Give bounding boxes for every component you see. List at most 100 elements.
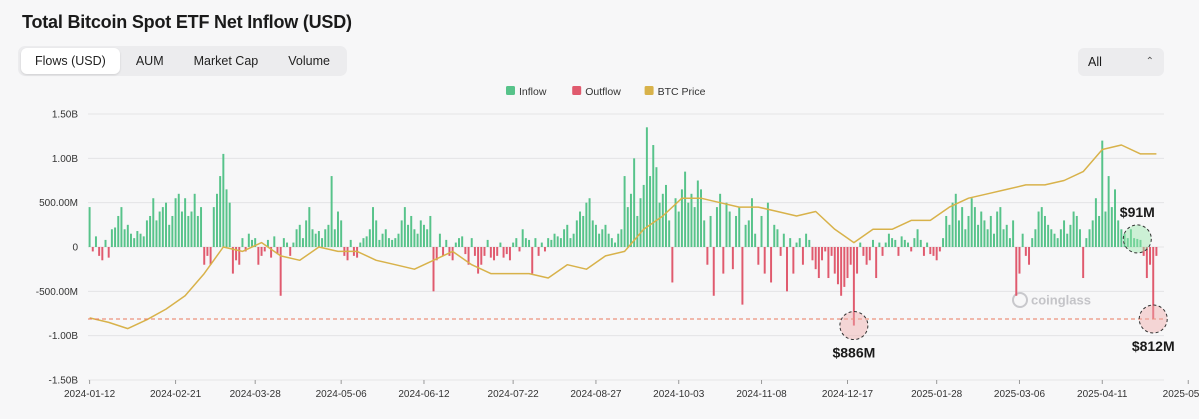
flow-bar (486, 239, 489, 247)
flow-bar (665, 184, 667, 247)
flow-bar (235, 247, 238, 261)
flow-bar (1040, 207, 1043, 247)
flow-bar (413, 229, 416, 247)
annotation-label-0: $886M (832, 345, 875, 361)
flow-bar (298, 224, 301, 247)
flow-bar (381, 233, 384, 247)
flow-bar (91, 247, 94, 252)
flow-bar (308, 207, 311, 247)
flow-bar (365, 236, 368, 247)
flow-bar (782, 233, 785, 247)
x-tick-label-7: 2024-10-03 (653, 389, 705, 400)
flow-bar (881, 247, 884, 256)
flow-bar (706, 247, 709, 265)
flow-bar (916, 229, 919, 247)
flow-bar (575, 220, 578, 247)
flow-bar (789, 238, 792, 247)
flow-bar (594, 224, 597, 247)
flow-bar (1043, 215, 1046, 247)
flow-bar (305, 220, 308, 247)
y-tick-label-5: -1.00B (49, 331, 79, 342)
flow-bar (942, 238, 945, 247)
flow-bar (142, 236, 145, 247)
flow-bar (88, 207, 91, 247)
flow-bar (419, 220, 422, 247)
flow-bar (155, 220, 158, 247)
tab-market-cap[interactable]: Market Cap (193, 54, 259, 68)
flow-bar (101, 247, 104, 261)
flow-bar (989, 215, 992, 247)
flow-bar (1114, 189, 1116, 247)
flow-bar (1050, 229, 1053, 247)
flow-bar (384, 229, 387, 247)
flow-bar (1082, 247, 1085, 279)
flow-bar (524, 238, 527, 247)
flow-bar (645, 127, 648, 247)
flow-bar (442, 247, 445, 256)
tab-aum[interactable]: AUM (135, 54, 164, 68)
flow-bar (849, 247, 852, 265)
flow-bar (687, 202, 690, 247)
flow-bar (1031, 238, 1034, 247)
flow-bar (1012, 220, 1015, 247)
y-tick-label-4: -500.00M (36, 287, 78, 298)
flow-bar (763, 247, 766, 274)
x-tick-label-4: 2024-06-12 (398, 389, 450, 400)
flow-bar (1133, 238, 1136, 247)
flow-bar (757, 247, 760, 265)
flow-bar (114, 227, 117, 247)
flow-bar (865, 247, 868, 265)
flow-bar (225, 189, 228, 247)
watermark-text: coinglass (1031, 293, 1091, 308)
flow-bar (206, 247, 209, 256)
flow-bar (394, 238, 397, 247)
flow-bar (461, 236, 464, 247)
flow-bar (337, 211, 339, 247)
flow-bar (152, 198, 155, 247)
flow-bar (846, 247, 849, 279)
flow-bar (1085, 238, 1088, 247)
flow-bar (435, 247, 438, 261)
x-tick-label-12: 2025-04-11 (1077, 389, 1128, 400)
flow-bar (301, 238, 304, 247)
flow-bar (1101, 140, 1104, 247)
flow-bar (983, 220, 986, 247)
flow-bar (171, 215, 174, 247)
tab-volume[interactable]: Volume (288, 54, 330, 68)
flow-bar (652, 145, 655, 247)
flow-bar (1123, 233, 1126, 247)
flow-bar (454, 242, 457, 247)
flow-bar (827, 247, 830, 279)
flow-bar (429, 215, 432, 247)
flow-bar (585, 202, 588, 247)
flow-bar (403, 207, 406, 247)
flow-bar (840, 247, 843, 296)
flow-bar (821, 247, 824, 261)
y-tick-label-2: 500.00M (39, 198, 78, 209)
flow-bar (750, 198, 753, 247)
flow-bar (684, 171, 687, 247)
chart-legend: Inflow Outflow BTC Price (506, 86, 706, 98)
tab-flows-usd[interactable]: Flows (USD) (21, 48, 120, 74)
flow-bar (977, 224, 980, 247)
flow-bar (276, 247, 279, 255)
flow-bar (875, 247, 878, 279)
flow-bar (180, 211, 183, 247)
flow-bar (515, 238, 518, 247)
flow-bar (196, 215, 199, 247)
flow-bar (470, 238, 473, 247)
flow-bar (273, 236, 276, 247)
flow-bar (973, 207, 976, 247)
range-select[interactable]: All ⌃ (1078, 48, 1164, 76)
flow-bar (1129, 229, 1132, 247)
flow-bar (448, 247, 451, 256)
flow-bar (556, 236, 559, 247)
flow-bar (773, 224, 776, 247)
flow-bar (397, 233, 400, 247)
flow-bar (805, 233, 808, 247)
flow-bar (830, 247, 833, 256)
flow-bar (362, 238, 365, 247)
x-tick-label-3: 2024-05-06 (316, 389, 368, 400)
flow-bar (798, 238, 801, 247)
flow-bar (1155, 247, 1158, 256)
